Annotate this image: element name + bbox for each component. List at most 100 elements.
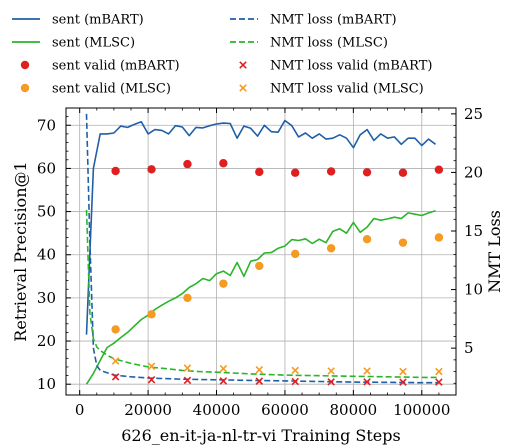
y2-tick-label: 5 <box>464 339 474 357</box>
x-mark-stroke <box>255 366 264 374</box>
series-line-nmt-loss-mbart <box>85 113 439 384</box>
data-point-sent-valid-mbart <box>111 166 120 176</box>
data-point-nmt-loss-valid-mbart <box>363 378 371 386</box>
legend-label: NMT loss (mBART) <box>270 13 397 28</box>
x-mark-stroke <box>183 364 192 372</box>
legend-item-nmt-loss-mbart: NMT loss (mBART) <box>230 13 397 28</box>
legend-label: NMT loss (MLSC) <box>270 36 388 51</box>
data-point-nmt-loss-valid-mbart <box>327 378 335 386</box>
data-point-sent-valid-mlsc <box>398 238 408 247</box>
legend-item-nmt-loss-valid-mlsc: NMT loss valid (MLSC) <box>239 82 424 97</box>
data-point-sent-valid-mlsc <box>362 235 372 244</box>
x-mark-stroke <box>183 376 192 385</box>
data-point-nmt-loss-valid-mlsc <box>111 357 120 365</box>
data-point-sent-valid-mbart <box>255 167 264 177</box>
x-mark-stroke <box>111 373 120 381</box>
data-point-sent-valid-mlsc <box>147 310 156 319</box>
series-line-sent-mbart <box>85 119 436 335</box>
x-mark-stroke <box>363 367 371 375</box>
series-line-sent-mlsc <box>85 209 436 385</box>
data-point-nmt-loss-valid-mbart <box>147 376 156 384</box>
data-point-nmt-loss-valid-mlsc <box>183 364 192 372</box>
x-tick-label: 20000 <box>124 401 172 419</box>
data-point-nmt-loss-valid-mlsc <box>399 367 407 376</box>
plot-frame <box>65 107 457 396</box>
x-tick-label: 0 <box>75 401 85 419</box>
x-tick-label: 80000 <box>330 401 378 419</box>
x-mark-stroke <box>111 357 120 365</box>
y-tick-label: 10 <box>37 375 56 393</box>
legend-item-sent-valid-mbart: sent valid (mBART) <box>20 59 180 74</box>
legend-label: NMT loss valid (mBART) <box>270 59 432 74</box>
data-point-sent-valid-mlsc <box>291 249 300 259</box>
y2-axis-title: NMT Loss <box>485 210 504 293</box>
data-point-nmt-loss-valid-mlsc <box>255 366 264 374</box>
legend-label: sent (MLSC) <box>52 36 135 51</box>
legend-item-sent-mbart: sent (mBART) <box>12 13 144 28</box>
y2-tick-label: 20 <box>464 163 483 181</box>
legend-label: sent (mBART) <box>52 13 144 28</box>
x-mark-stroke <box>327 378 335 386</box>
data-point-nmt-loss-valid-mlsc <box>363 367 371 375</box>
x-mark-stroke <box>291 366 299 375</box>
y-tick-label: 40 <box>37 246 56 264</box>
legend-label: NMT loss valid (MLSC) <box>270 82 424 97</box>
y-tick-label: 50 <box>37 203 56 221</box>
x-mark-stroke <box>435 367 443 376</box>
x-axis-title: 626_en-it-ja-nl-tr-vi Training Steps <box>121 426 400 445</box>
x-mark-stroke <box>327 367 335 375</box>
x-mark-stroke <box>399 367 407 376</box>
data-point-sent-valid-mbart <box>362 168 372 177</box>
data-point-nmt-loss-valid-mlsc <box>291 366 299 375</box>
x-tick-label: 60000 <box>261 401 309 419</box>
series-layer <box>85 113 444 386</box>
data-point-nmt-loss-valid-mbart <box>255 377 264 385</box>
data-point-nmt-loss-valid-mbart <box>183 376 192 385</box>
data-point-sent-valid-mlsc <box>326 244 336 253</box>
legend-swatch-dot <box>20 83 30 93</box>
legend: sent (mBART) NMT loss (mBART) sent (MLSC) N… <box>12 13 432 97</box>
data-point-sent-valid-mlsc <box>219 279 228 288</box>
x-mark-stroke <box>399 378 407 386</box>
legend-swatch-x <box>239 84 247 92</box>
legend-swatch-x <box>239 61 247 69</box>
x-mark-stroke <box>363 378 371 386</box>
data-point-sent-valid-mbart <box>219 159 228 168</box>
data-point-sent-valid-mbart <box>434 165 444 174</box>
data-point-sent-valid-mbart <box>326 167 336 176</box>
series-line-nmt-loss-mlsc <box>85 209 439 379</box>
data-point-sent-valid-mlsc <box>255 261 264 271</box>
x-mark-stroke <box>255 377 264 385</box>
data-point-nmt-loss-valid-mbart <box>111 373 120 381</box>
x-mark-stroke <box>219 364 228 373</box>
data-point-nmt-loss-valid-mlsc <box>147 362 156 371</box>
x-mark-stroke <box>291 377 299 386</box>
data-point-nmt-loss-valid-mlsc <box>219 364 228 373</box>
data-point-sent-valid-mlsc <box>434 233 444 242</box>
x-mark-stroke <box>435 378 443 386</box>
x-mark-stroke <box>147 376 156 384</box>
legend-item-sent-valid-mlsc: sent valid (MLSC) <box>20 82 171 97</box>
y2-tick-label: 15 <box>464 222 483 240</box>
legend-item-nmt-loss-mlsc: NMT loss (MLSC) <box>230 36 388 51</box>
x-tick-label: 40000 <box>193 401 241 419</box>
data-point-nmt-loss-valid-mbart <box>291 377 299 386</box>
y-tick-label: 30 <box>37 289 56 307</box>
x-mark-stroke <box>219 377 228 385</box>
y-tick-label: 60 <box>37 159 56 177</box>
y-tick-label: 20 <box>37 332 56 350</box>
data-point-sent-valid-mlsc <box>183 293 192 303</box>
x-tick-label: 100000 <box>393 401 450 419</box>
axes: 0 20000 40000 60000 80000 100000 10 20 30 40 50 60 7… <box>11 105 504 445</box>
data-point-sent-valid-mbart <box>147 165 156 174</box>
data-point-sent-valid-mbart <box>291 168 300 177</box>
grid <box>66 108 456 395</box>
y-tick-label: 70 <box>37 116 56 134</box>
data-point-nmt-loss-valid-mlsc <box>327 367 335 375</box>
y2-tick-label: 10 <box>464 281 483 299</box>
data-point-nmt-loss-valid-mlsc <box>435 367 443 376</box>
legend-label: sent valid (mBART) <box>52 59 180 74</box>
data-point-sent-valid-mbart <box>183 159 192 169</box>
